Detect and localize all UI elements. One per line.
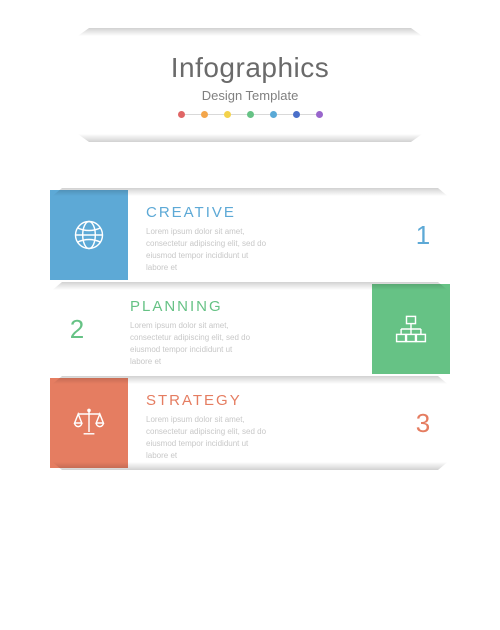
dot-connector	[185, 114, 201, 115]
subtitle: Design Template	[75, 88, 425, 103]
dot-connector	[277, 114, 293, 115]
step-heading: PLANNING	[130, 298, 364, 315]
number-box: 1	[396, 190, 450, 280]
step-number: 2	[70, 314, 84, 345]
header-panel: Infographics Design Template	[75, 30, 425, 140]
dot-separator	[75, 111, 425, 118]
dot-connector	[231, 114, 247, 115]
org-chart-icon	[393, 311, 429, 347]
accent-dot	[316, 111, 323, 118]
globe-icon	[71, 217, 107, 253]
step-row: CREATIVE Lorem ipsum dolor sit amet, cons…	[50, 190, 450, 280]
step-body: Lorem ipsum dolor sit amet, consectetur …	[130, 320, 364, 368]
scales-icon	[71, 405, 107, 441]
icon-box	[50, 378, 128, 468]
step-body: Lorem ipsum dolor sit amet, consectetur …	[146, 414, 388, 462]
step-number: 1	[416, 220, 430, 251]
accent-dot	[247, 111, 254, 118]
step-row: STRATEGY Lorem ipsum dolor sit amet, cons…	[50, 378, 450, 468]
step-body: Lorem ipsum dolor sit amet, consectetur …	[146, 226, 388, 274]
number-box: 2	[50, 284, 104, 374]
step-content: PLANNING Lorem ipsum dolor sit amet, cons…	[104, 284, 372, 374]
accent-dot	[224, 111, 231, 118]
main-title: Infographics	[75, 52, 425, 84]
icon-box	[50, 190, 128, 280]
step-content: STRATEGY Lorem ipsum dolor sit amet, cons…	[128, 378, 396, 468]
dot-connector	[254, 114, 270, 115]
step-content: CREATIVE Lorem ipsum dolor sit amet, cons…	[128, 190, 396, 280]
accent-dot	[201, 111, 208, 118]
number-box: 3	[396, 378, 450, 468]
step-row: 2 PLANNING Lorem ipsum dolor sit amet, con…	[50, 284, 450, 374]
accent-dot	[293, 111, 300, 118]
dot-connector	[300, 114, 316, 115]
step-number: 3	[416, 408, 430, 439]
step-heading: STRATEGY	[146, 392, 388, 409]
icon-box	[372, 284, 450, 374]
accent-dot	[270, 111, 277, 118]
dot-connector	[208, 114, 224, 115]
items-container: CREATIVE Lorem ipsum dolor sit amet, cons…	[50, 190, 450, 468]
step-heading: CREATIVE	[146, 204, 388, 221]
accent-dot	[178, 111, 185, 118]
